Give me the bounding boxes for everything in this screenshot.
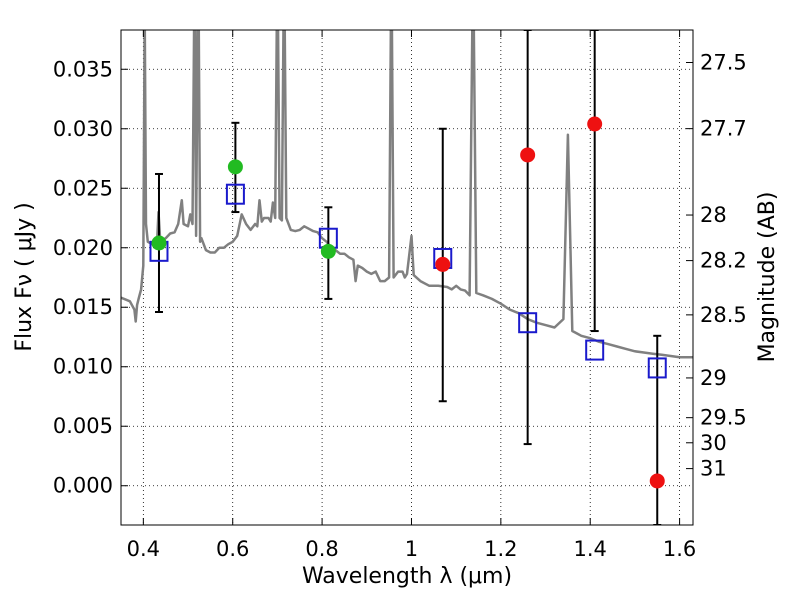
x-tick-label: 0.8 [305,537,338,561]
x-tick-label: 1.2 [484,537,517,561]
observed-point-green [227,159,243,175]
model-band-square [225,183,245,205]
model-band-square [585,339,605,361]
right-tick-label: 29 [700,366,727,390]
plot-frame [120,29,694,526]
x-tick-label: 1.4 [574,537,607,561]
observed-point-green [151,235,167,251]
grid-lines [121,30,693,525]
y-tick-label: 0.005 [53,414,113,438]
right-tick-label: 28.2 [700,249,747,273]
model-band-square [647,357,667,379]
plot-area [121,30,693,525]
y-tick-label: 0.010 [53,355,113,379]
right-tick-label: 29.5 [700,406,747,430]
right-tick-label: 28 [700,203,727,227]
right-tick-label: 28.5 [700,303,747,327]
y-tick-label: 0.015 [53,295,113,319]
observed-point-red [435,256,451,272]
x-tick-label: 0.4 [127,537,160,561]
observed-point-red [520,147,536,163]
x-tick-label: 0.6 [216,537,249,561]
right-axis-label: Magnitude (AB) [755,192,780,363]
observed-point-red [649,473,665,489]
right-tick-label: 30 [700,431,727,455]
y-tick-label: 0.025 [53,176,113,200]
x-tick-label: 1.6 [663,537,696,561]
model-sed-line [121,30,693,359]
right-tick-label: 27.5 [700,50,747,74]
model-band-square [518,312,538,334]
y-tick-label: 0.030 [53,117,113,141]
right-tick-label: 27.7 [700,117,747,141]
observed-point-green [320,243,336,259]
x-tick-label: 1 [405,537,418,561]
right-tick-label: 31 [700,457,727,481]
y-tick-label: 0.020 [53,236,113,260]
y-axis-label: Flux Fν ( μJy ) [12,202,37,351]
y-tick-label: 0.035 [53,57,113,81]
y-tick-label: 0.000 [53,474,113,498]
observed-point-red [587,116,603,132]
axes: 0.4 0.6 0.8 1 1.2 1.4 1.6 0.000 0.005 0.010 0.015 0… [53,30,747,561]
x-axis-label: Wavelength λ (μm) [302,564,512,589]
